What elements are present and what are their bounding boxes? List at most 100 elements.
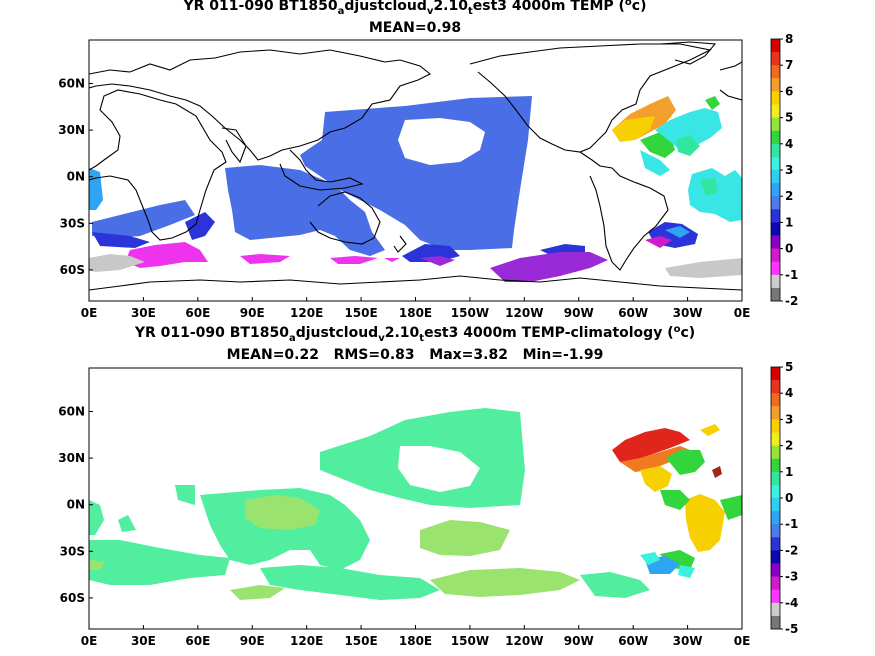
top-field-grey (89, 254, 742, 278)
colorbar-swatch (771, 287, 780, 302)
bottom-field-atl-cyan (640, 552, 695, 578)
colorbar-swatch (771, 235, 780, 249)
colorbar-tick-label: 5 (785, 111, 793, 125)
coastline (660, 370, 715, 392)
top-field-magenta (125, 242, 400, 268)
coastline (89, 89, 227, 241)
top-field-s-atl-mag (645, 236, 672, 248)
x-tick-label: 60W (618, 306, 648, 320)
x-tick-label: 0E (81, 634, 98, 648)
top-field-atl-cyan (640, 108, 742, 222)
x-tick-label: 180E (399, 306, 432, 320)
axes-layer: 0E 30E 60E 90E 120E 150E 180E 150W 120W 90W 60W 30W… (58, 77, 750, 649)
coastline (222, 456, 246, 490)
colorbar-tick-label: 5 (785, 360, 793, 374)
colorbar-swatch (771, 196, 780, 210)
coastline (720, 390, 742, 428)
colorbar-swatch (771, 104, 780, 118)
bottom-panel-title: YR 011-090 BT1850adjustcloudv2.10test3 4… (134, 324, 696, 344)
top-field-indian (225, 165, 385, 256)
colorbar-tick-label: 7 (785, 58, 793, 72)
colorbar-swatch (771, 380, 780, 394)
colorbar-swatch (771, 130, 780, 145)
top-field-atl-yellow (612, 116, 655, 142)
colorbar-tick-label: -1 (785, 268, 798, 282)
colorbar-swatch (771, 393, 780, 407)
colorbars-layer: 8 7 6 5 4 3 2 1 0 -1 -2 5 4 3 2 1 0 -1 -2 -3 -4 -5 (770, 32, 798, 636)
top-field-atl-teal (676, 135, 718, 196)
colorbar-swatch (771, 65, 780, 79)
bottom-field-south-belt (260, 565, 650, 600)
colorbar-tick-label: -5 (785, 622, 798, 636)
coastline (719, 61, 742, 101)
colorbar-tick-label: 4 (785, 386, 793, 400)
bottom-field-atl-red (612, 428, 690, 462)
coastline (89, 49, 432, 161)
y-tick-label: 30N (58, 123, 85, 137)
y-tick-label: 30N (58, 451, 85, 465)
colorbar-swatch (771, 52, 780, 66)
top-panel-stats: MEAN=0.98 (368, 20, 462, 36)
colorbar-swatch (771, 248, 780, 262)
colorbar-swatch (771, 615, 780, 630)
top-field-layer (89, 96, 742, 282)
x-tick-label: 120E (290, 306, 323, 320)
colorbar-swatch (771, 537, 780, 551)
colorbar-swatch (771, 563, 780, 577)
colorbar-tick-label: 0 (785, 491, 793, 505)
y-tick-label: 0N (67, 170, 85, 184)
top-field-sw-indian (92, 200, 195, 238)
colorbar-swatch (771, 406, 780, 420)
colorbar-swatch (771, 78, 780, 92)
x-tick-label: 150W (451, 634, 489, 648)
coastline (393, 235, 407, 253)
colorbar-tick-label: 3 (785, 163, 793, 177)
colorbar-tick-label: 8 (785, 32, 793, 46)
top-field-s-atl-blue (665, 226, 690, 238)
coastline (89, 604, 742, 618)
colorbar-swatch (771, 156, 780, 171)
x-tick-label: 150E (344, 306, 377, 320)
colorbar-swatch (771, 445, 780, 459)
bottom-field-layer (89, 408, 742, 600)
coastline-layer (89, 41, 742, 618)
colorbar-swatch (771, 524, 780, 538)
top-panel-title: YR 011-090 BT1850adjustcloudv2.10test3 4… (183, 0, 647, 17)
x-tick-label: 0E (734, 306, 751, 320)
bottom-field-light-green (89, 495, 580, 600)
x-tick-label: 60E (185, 306, 210, 320)
colorbar-swatch (771, 511, 780, 525)
colorbar-tick-label: 4 (785, 137, 793, 151)
colorbar-swatch (771, 602, 780, 617)
colorbar-swatch (771, 498, 780, 512)
colorbar-tick-label: 6 (785, 84, 793, 98)
top-field-atl-green (640, 96, 720, 158)
x-tick-label: 150E (344, 634, 377, 648)
y-tick-label: 0N (67, 498, 85, 512)
x-tick-label: 120W (505, 306, 543, 320)
x-tick-label: 0E (734, 634, 751, 648)
x-tick-label: 30W (673, 306, 703, 320)
y-tick-label: 30S (60, 216, 85, 230)
colorbar-tick-label: 1 (785, 465, 793, 479)
bottom-field-atl-yellow (640, 424, 725, 552)
x-tick-label: 60W (618, 634, 648, 648)
colorbar-swatch (771, 91, 780, 105)
top-coastlines (89, 41, 742, 291)
x-tick-label: 60E (185, 634, 210, 648)
colorbar-swatch (771, 471, 780, 486)
colorbar-tick-label: 2 (785, 439, 793, 453)
bottom-field-atl-orange (620, 446, 690, 472)
colorbar-swatch (771, 170, 780, 184)
colorbar-swatch (771, 183, 780, 197)
colorbar-tick-label: -2 (785, 543, 798, 557)
coastline (221, 127, 247, 164)
colorbar-swatch (771, 274, 780, 289)
coastline (309, 191, 381, 245)
colorbar-swatch (771, 367, 780, 381)
x-tick-label: 90E (240, 634, 265, 648)
colorbar-tick-label: -1 (785, 517, 798, 531)
bottom-field-atl-darkred (712, 466, 722, 478)
colorbar-swatch (771, 209, 780, 223)
y-tick-label: 60S (60, 263, 85, 277)
